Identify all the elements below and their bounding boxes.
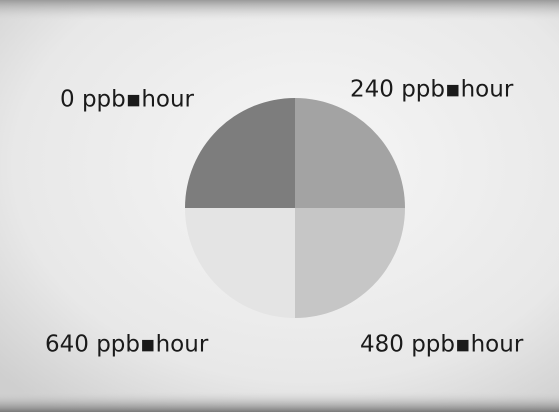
disc — [185, 98, 405, 318]
page: 0 ppb▪hour 240 ppb▪hour 480 ppb▪hour 640… — [0, 0, 559, 412]
label: 480 ppb▪hour — [360, 332, 524, 358]
label: 0 ppb▪hour — [60, 87, 195, 113]
label: 640 ppb▪hour — [45, 332, 209, 358]
photo: 0 ppb▪hour 240 ppb▪hour 480 ppb▪hour 640… — [0, 0, 559, 412]
label: 240 ppb▪hour — [350, 77, 514, 103]
